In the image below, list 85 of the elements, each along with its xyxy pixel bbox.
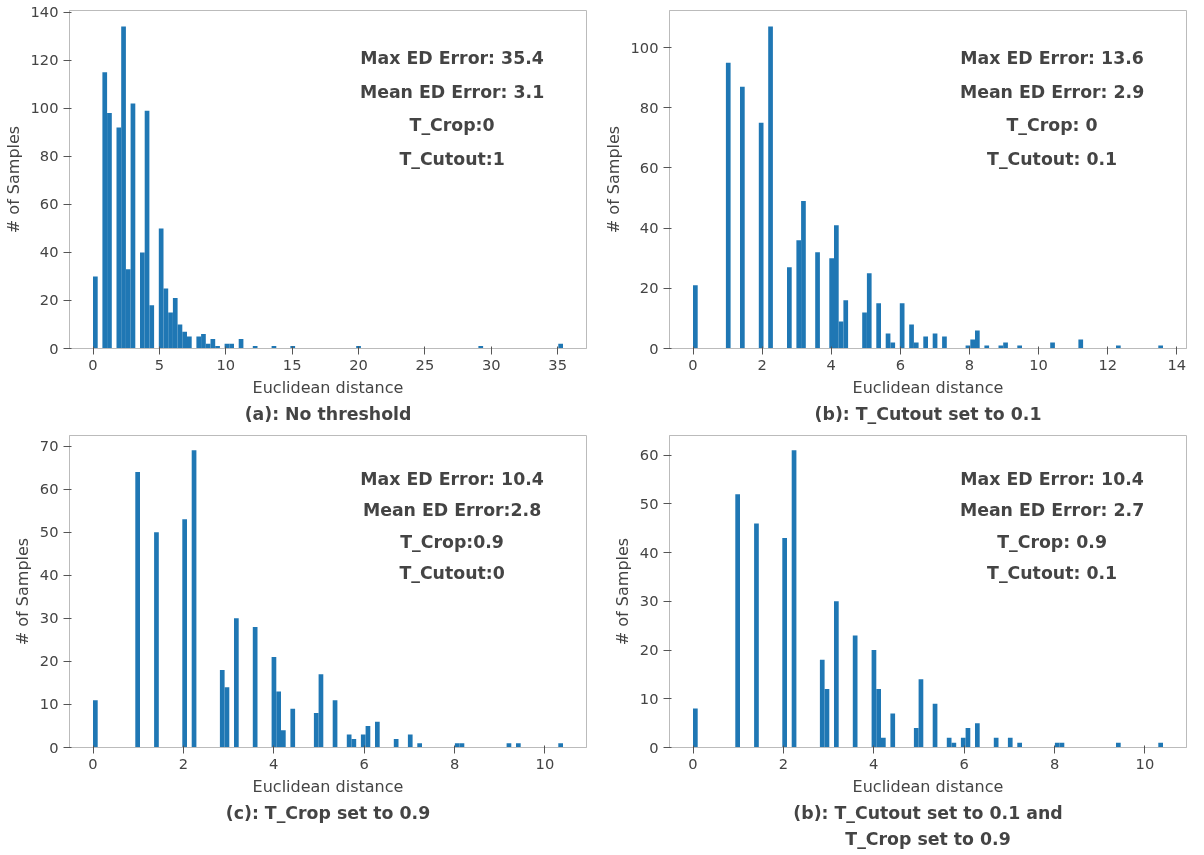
y-tick-label: 100 (30, 99, 59, 117)
x-axis-title: Euclidean distance (252, 776, 404, 796)
annotation: T_Cutout: 0.1 (987, 149, 1118, 170)
y-axis-title: # of Samples (612, 537, 632, 646)
y-tick-label: 70 (39, 437, 59, 455)
annotation: T_Crop:0 (409, 115, 495, 136)
y-tick-label: 10 (39, 695, 59, 713)
annotation: Max ED Error: 10.4 (960, 469, 1144, 490)
y-tick-label: 100 (630, 38, 659, 56)
x-axis-title: Euclidean distance (852, 776, 1004, 796)
x-tick-label: 2 (778, 754, 789, 772)
y-tick-label: 20 (639, 641, 659, 659)
y-axis-title: # of Samples (3, 125, 23, 234)
x-tick-label: 30 (481, 355, 501, 373)
x-tick-label: 4 (826, 355, 836, 373)
annotation: Mean ED Error: 2.7 (959, 500, 1145, 521)
x-tick-label: 2 (178, 754, 189, 772)
x-tick-label: 5 (154, 355, 165, 373)
y-axis-title: # of Samples (603, 125, 623, 234)
text: (c): T_Crop set to 0.9 (225, 802, 431, 823)
y-tick-label: 10 (639, 689, 659, 707)
x-tick-label: 4 (269, 754, 279, 772)
annotation: T_Crop:0.9 (400, 531, 504, 552)
text: (b): T_Cutout set to 0.1 and T_Crop set to 0.9 (793, 802, 1063, 849)
text: (b): T_Cutout set to 0.1 (814, 403, 1042, 424)
x-tick-label: 6 (895, 355, 906, 373)
y-tick-label: 20 (639, 279, 659, 297)
x-tick-label: 2 (757, 355, 767, 373)
annotation: Mean ED Error:2.8 (362, 500, 542, 521)
y-tick-label: 20 (39, 291, 59, 309)
y-tick-label: 80 (39, 147, 59, 165)
annotation: T_Crop: 0 (1006, 115, 1098, 136)
x-axis-title: Euclidean distance (852, 377, 1004, 397)
x-tick-label: 10 (1029, 355, 1048, 373)
y-tick-label: 0 (49, 738, 59, 756)
x-tick-label: 6 (359, 754, 369, 772)
x-tick-label: 35 (548, 355, 568, 373)
annotation: T_Cutout:1 (399, 149, 505, 170)
y-tick-label: 60 (39, 195, 59, 213)
annotation: T_Crop: 0.9 (997, 531, 1107, 552)
y-tick-label: 0 (649, 339, 659, 357)
x-tick-label: 12 (1098, 355, 1118, 373)
y-tick-label: 30 (639, 592, 659, 610)
x-tick-label: 4 (869, 754, 879, 772)
x-tick-label: 6 (959, 754, 969, 772)
y-tick-label: 40 (639, 543, 659, 561)
annotation: T_Cutout:0 (399, 562, 505, 583)
y-tick-label: 60 (639, 158, 659, 176)
annotation: Max ED Error: 13.6 (960, 47, 1144, 68)
x-tick-label: 0 (88, 754, 98, 772)
y-tick-label: 60 (639, 446, 659, 464)
y-tick-label: 20 (39, 652, 59, 670)
x-tick-label: 15 (282, 355, 302, 373)
x-tick-label: 10 (1135, 754, 1155, 772)
y-tick-label: 50 (639, 494, 659, 512)
x-tick-label: 25 (415, 355, 435, 373)
text: (a): No threshold (244, 403, 412, 424)
y-tick-label: 120 (30, 51, 59, 69)
annotation: Mean ED Error: 2.9 (959, 81, 1145, 102)
y-tick-label: 30 (39, 609, 59, 627)
y-tick-label: 140 (30, 3, 59, 21)
y-tick-label: 50 (39, 523, 59, 541)
x-tick-label: 10 (535, 754, 555, 772)
x-tick-label: 0 (88, 355, 98, 373)
x-axis-title: Euclidean distance (252, 377, 404, 397)
annotation: Max ED Error: 35.4 (360, 47, 544, 68)
annotation: Mean ED Error: 3.1 (359, 81, 545, 102)
x-tick-label: 10 (216, 355, 236, 373)
y-tick-label: 0 (49, 339, 59, 357)
annotation: T_Cutout: 0.1 (987, 562, 1118, 583)
x-tick-label: 20 (349, 355, 368, 373)
x-tick-label: 0 (688, 355, 698, 373)
x-tick-label: 8 (449, 754, 460, 772)
y-tick-label: 60 (39, 480, 59, 498)
annotation: Max ED Error: 10.4 (360, 469, 544, 490)
y-tick-label: 40 (39, 566, 59, 584)
y-tick-label: 0 (649, 738, 659, 756)
y-tick-label: 40 (39, 243, 59, 261)
x-tick-label: 0 (688, 754, 698, 772)
y-axis-title: # of Samples (12, 537, 32, 646)
y-tick-label: 40 (639, 219, 659, 237)
x-tick-label: 8 (964, 355, 975, 373)
y-tick-label: 80 (639, 98, 659, 116)
x-tick-label: 14 (1167, 355, 1187, 373)
x-tick-label: 8 (1049, 754, 1060, 772)
